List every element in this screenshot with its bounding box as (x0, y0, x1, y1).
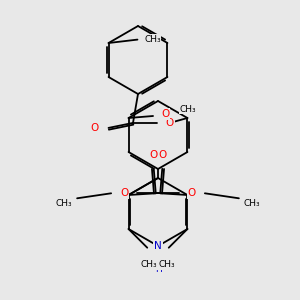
Text: CH₃: CH₃ (56, 199, 72, 208)
Text: O: O (120, 188, 128, 198)
Text: N: N (154, 241, 162, 251)
Text: CH₃: CH₃ (158, 260, 175, 269)
Text: O: O (161, 109, 169, 119)
Text: CH₃: CH₃ (244, 199, 260, 208)
Text: CH₃: CH₃ (180, 104, 196, 113)
Text: O: O (166, 118, 174, 128)
Text: CH₃: CH₃ (141, 260, 158, 269)
Text: O: O (158, 150, 166, 160)
Text: H: H (154, 266, 161, 274)
Text: O: O (188, 188, 196, 198)
Text: O: O (150, 150, 158, 160)
Text: CH₃: CH₃ (144, 35, 161, 44)
Text: O: O (90, 123, 99, 133)
